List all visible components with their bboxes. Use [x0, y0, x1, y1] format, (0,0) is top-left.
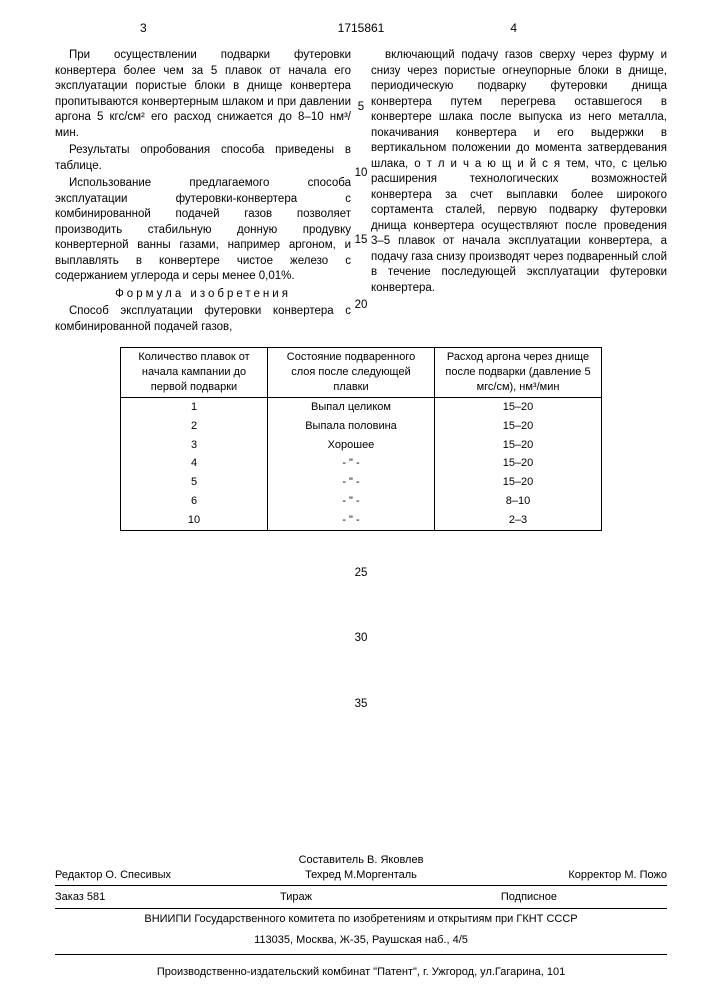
credits-row: Редактор О. Спесивых Составитель В. Яков… — [55, 855, 667, 886]
table-cell: - " - — [268, 511, 435, 530]
order-number: Заказ 581 — [55, 890, 105, 905]
line-number: 25 — [55, 566, 667, 582]
table-row: 1Выпал целиком15–20 — [121, 397, 602, 416]
composer-credit: Составитель В. Яковлев Техред М.Моргента… — [299, 853, 424, 883]
corrector-credit: Корректор М. Пожо — [568, 868, 667, 883]
right-column: включающий подачу газов сверху через фур… — [371, 48, 667, 337]
table-cell: 2 — [121, 417, 268, 436]
table-row: 4- " -15–20 — [121, 454, 602, 473]
table-header-row: Количество плавок от начала кампании до … — [121, 348, 602, 398]
table-cell: 2–3 — [435, 511, 602, 530]
table-cell: 15–20 — [435, 397, 602, 416]
page-number-left: 3 — [140, 20, 147, 36]
techred-name: Техред М.Моргенталь — [305, 869, 417, 881]
formula-title: Формула изобретения — [55, 287, 351, 303]
line-number: 5 — [351, 100, 371, 116]
order-row: Заказ 581 Тираж Подписное — [55, 886, 667, 910]
table-header: Количество плавок от начала кампании до … — [121, 348, 268, 398]
table-header: Состояние подваренного слоя после следую… — [268, 348, 435, 398]
paragraph: Использование предлагаемого способа эксп… — [55, 176, 351, 285]
table-header: Расход аргона через днище после подварки… — [435, 348, 602, 398]
paragraph: Способ эксплуатации футеровки конвертера… — [55, 304, 351, 335]
org-line: ВНИИПИ Государственного комитета по изоб… — [55, 909, 667, 930]
mid-line-numbers: 25 30 35 — [55, 566, 667, 713]
line-number: 30 — [55, 631, 667, 647]
table-cell: 5 — [121, 473, 268, 492]
line-number: 35 — [55, 697, 667, 713]
table-cell: 15–20 — [435, 454, 602, 473]
table-cell: 15–20 — [435, 436, 602, 455]
publisher-line: Производственно-издательский комбинат "П… — [55, 955, 667, 980]
table-cell: 3 — [121, 436, 268, 455]
table-cell: 15–20 — [435, 473, 602, 492]
line-number: 10 — [351, 166, 371, 182]
table-cell: - " - — [268, 492, 435, 511]
composer-name: Составитель В. Яковлев — [299, 854, 424, 866]
table-row: 3Хорошее15–20 — [121, 436, 602, 455]
address-line: 113035, Москва, Ж-35, Раушская наб., 4/5 — [55, 930, 667, 955]
table-cell: 10 — [121, 511, 268, 530]
results-table: Количество плавок от начала кампании до … — [120, 347, 602, 530]
table-cell: 15–20 — [435, 417, 602, 436]
page-header: 3 1715861 4 — [55, 20, 667, 38]
table-row: 10- " -2–3 — [121, 511, 602, 530]
tirazh-label: Тираж — [280, 890, 312, 905]
editor-credit: Редактор О. Спесивых — [55, 868, 171, 883]
table-cell: Выпала половина — [268, 417, 435, 436]
footer: Редактор О. Спесивых Составитель В. Яков… — [55, 855, 667, 980]
subscription-label: Подписное — [501, 890, 557, 905]
table-row: 6- " -8–10 — [121, 492, 602, 511]
table-cell: 1 — [121, 397, 268, 416]
table-row: 5- " -15–20 — [121, 473, 602, 492]
document-number: 1715861 — [338, 20, 385, 36]
paragraph: При осуществлении подварки футеровки кон… — [55, 48, 351, 141]
line-number: 20 — [351, 298, 371, 314]
paragraph: Результаты опробования способа приведены… — [55, 143, 351, 174]
paragraph: включающий подачу газов сверху через фур… — [371, 48, 667, 296]
page-number-right: 4 — [510, 20, 517, 36]
left-column: При осуществлении подварки футеровки кон… — [55, 48, 351, 337]
text-columns: 5 10 15 20 При осуществлении подварки фу… — [55, 48, 667, 337]
table-cell: 8–10 — [435, 492, 602, 511]
table-cell: - " - — [268, 454, 435, 473]
table-cell: 4 — [121, 454, 268, 473]
table-cell: Выпал целиком — [268, 397, 435, 416]
line-number: 15 — [351, 233, 371, 249]
table-cell: Хорошее — [268, 436, 435, 455]
page: 3 1715861 4 5 10 15 20 При осуществлении… — [0, 0, 707, 1000]
table-cell: - " - — [268, 473, 435, 492]
table-cell: 6 — [121, 492, 268, 511]
table-row: 2Выпала половина15–20 — [121, 417, 602, 436]
